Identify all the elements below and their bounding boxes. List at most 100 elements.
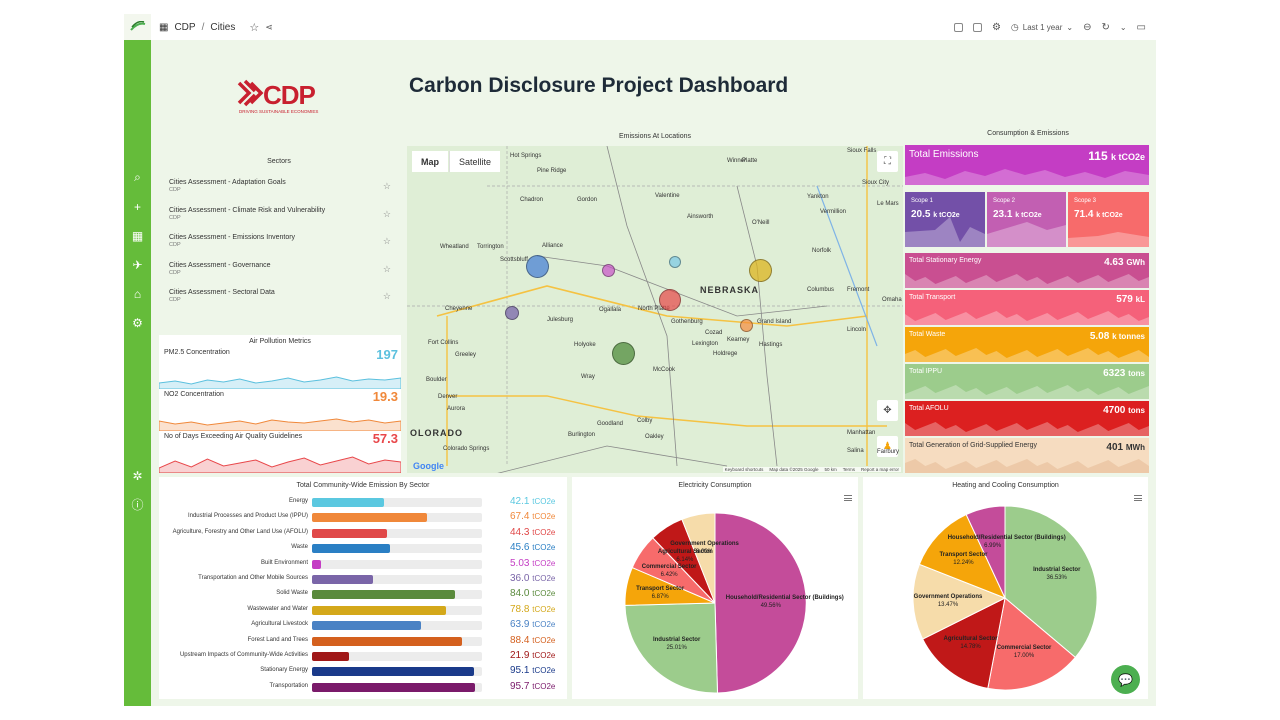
emissions-map[interactable]: Map Satellite ⛶ ✥ ♟ Hot Springs Pine Ridg…	[407, 146, 903, 473]
pie-slice[interactable]	[714, 512, 807, 694]
map-footer-item[interactable]: Keyboard shortcuts	[724, 467, 764, 472]
pie-slice[interactable]	[681, 512, 716, 604]
star-icon[interactable]: ☆	[382, 236, 391, 246]
emission-marker[interactable]	[669, 256, 681, 268]
kpi-card[interactable]: Total IPPU 6323 tons	[905, 364, 1149, 399]
bar-value-number: 63.9	[510, 619, 530, 631]
zoom-out-icon[interactable]: ⊖	[1083, 21, 1092, 33]
kpi-sparkline	[905, 422, 1149, 436]
bar[interactable]	[312, 575, 374, 584]
sector-item[interactable]: Cities Assessment - Adaptation Goals CDP ☆	[159, 179, 399, 207]
emission-marker[interactable]	[505, 306, 519, 320]
sector-item[interactable]: Cities Assessment - Sectoral Data CDP ☆	[159, 289, 399, 317]
add-panel-icon[interactable]	[953, 22, 963, 32]
search-icon[interactable]: ⌕	[134, 170, 141, 184]
panel-menu-icon[interactable]	[844, 495, 852, 501]
bar[interactable]	[312, 667, 474, 677]
bar-value-label: 42.1 tCO2e	[510, 496, 555, 507]
kpi-card[interactable]: Total Waste 5.08 k tonnes	[905, 327, 1149, 362]
state-label-nebraska: NEBRASKA	[700, 285, 760, 295]
bar[interactable]	[312, 498, 384, 507]
refresh-icon[interactable]: ↻	[1101, 21, 1110, 33]
refresh-interval-chevron-icon[interactable]: ⌄	[1119, 22, 1127, 32]
total-emissions-card[interactable]: Total Emissions 115 k tCO2e	[905, 145, 1149, 185]
panel-menu-icon[interactable]	[1134, 495, 1142, 501]
scope-card[interactable]: Scope 1 20.5 k tCO2e	[905, 192, 985, 247]
bar-value-label: 21.9 tCO2e	[510, 650, 555, 661]
map-tab-map[interactable]: Map	[412, 151, 448, 172]
bar[interactable]	[312, 528, 388, 538]
map-tab-satellite[interactable]: Satellite	[449, 151, 501, 172]
map-city-label: Cheyenne	[445, 306, 473, 312]
sector-list: Cities Assessment - Adaptation Goals CDP ☆…	[159, 179, 399, 317]
fullscreen-icon[interactable]: ⛶	[877, 151, 898, 172]
bar[interactable]	[312, 652, 350, 661]
pie-slice[interactable]	[965, 505, 1006, 599]
dashboards-icon[interactable]: ▦	[131, 228, 144, 243]
emission-marker[interactable]	[659, 289, 681, 311]
pie-slice[interactable]	[918, 513, 1006, 599]
star-icon[interactable]: ☆	[382, 263, 391, 274]
gear-icon[interactable]: ⚙	[132, 315, 143, 330]
bar[interactable]	[312, 682, 475, 692]
sector-item[interactable]: Cities Assessment - Governance CDP ☆	[159, 262, 399, 290]
bar[interactable]	[312, 590, 455, 600]
breadcrumb-current[interactable]: Cities	[210, 21, 236, 33]
info-icon[interactable]: ⓘ	[131, 498, 144, 512]
pie-slice[interactable]	[987, 597, 1077, 691]
share-icon[interactable]: ⋖	[265, 21, 273, 32]
bar[interactable]	[312, 544, 390, 554]
plugins-icon[interactable]: ✲	[132, 468, 143, 483]
emission-marker[interactable]	[740, 319, 753, 332]
bar-value-label: 45.6 tCO2e	[510, 542, 555, 553]
emission-marker[interactable]	[749, 259, 772, 282]
map-city-label: Holyoke	[574, 342, 596, 348]
emission-marker[interactable]	[612, 342, 635, 365]
chat-icon[interactable]: 💬	[1111, 665, 1140, 694]
save-icon[interactable]	[972, 22, 982, 32]
app-logo-icon[interactable]	[124, 14, 151, 40]
map-footer-item[interactable]: Report a map error	[860, 467, 899, 472]
star-icon[interactable]: ☆	[382, 291, 391, 301]
star-icon[interactable]: ☆	[249, 21, 260, 34]
kpi-card[interactable]: Total Generation of Grid-Supplied Energy…	[905, 438, 1149, 473]
tv-mode-icon[interactable]: ▭	[1136, 21, 1146, 33]
bar[interactable]	[312, 621, 421, 631]
map-pan-control-icon[interactable]: ✥	[877, 400, 898, 421]
kpi-sparkline	[905, 348, 1149, 362]
emission-marker[interactable]	[602, 264, 615, 277]
pie-slice[interactable]	[624, 602, 719, 694]
time-range-picker[interactable]: ◷ Last 1 year ⌄	[1011, 22, 1073, 33]
settings-icon[interactable]: ⚙	[991, 21, 1001, 33]
bar[interactable]	[312, 513, 427, 523]
alerting-icon[interactable]: ⌂	[133, 286, 142, 301]
bar-value-label: 84.0 tCO2e	[510, 588, 555, 599]
pegman-icon[interactable]: ♟	[877, 436, 898, 457]
bar[interactable]	[312, 636, 463, 646]
sparkline	[159, 456, 401, 473]
star-icon[interactable]: ☆	[382, 181, 391, 191]
air-metric: No of Days Exceeding Air Quality Guideli…	[159, 431, 401, 473]
map-footer-item[interactable]: Terms	[842, 467, 855, 472]
kpi-card[interactable]: Total Stationary Energy 4.63 GWh	[905, 253, 1149, 288]
star-icon[interactable]: ☆	[382, 208, 391, 219]
pie-slice[interactable]	[922, 597, 1006, 689]
bar[interactable]	[312, 559, 321, 569]
pie-slice-label: Agricultural Sector 14.78%	[926, 635, 1016, 651]
sector-item[interactable]: Cities Assessment - Emissions Inventory C…	[159, 234, 399, 262]
map-footer-item[interactable]: 50 km	[824, 467, 837, 472]
kpi-card[interactable]: Total Transport 579 kL	[905, 290, 1149, 325]
scope-card[interactable]: Scope 2 23.1 k tCO2e	[987, 192, 1066, 247]
map-city-label: Wray	[581, 374, 595, 380]
scope-card[interactable]: Scope 3 71.4 k tCO2e	[1068, 192, 1149, 247]
kpi-card[interactable]: Total AFOLU 4700 tons	[905, 401, 1149, 436]
sector-source: CDP	[169, 269, 181, 276]
emission-marker[interactable]	[526, 255, 549, 278]
breadcrumb-root[interactable]: CDP	[174, 21, 196, 33]
explore-icon[interactable]: ✈	[132, 257, 143, 272]
pie-slice[interactable]	[1004, 505, 1098, 659]
pie-slice[interactable]	[912, 563, 1007, 640]
bar[interactable]	[312, 605, 446, 615]
sector-item[interactable]: Cities Assessment - Climate Risk and Vul…	[159, 207, 399, 235]
plus-icon[interactable]: +	[133, 199, 141, 214]
